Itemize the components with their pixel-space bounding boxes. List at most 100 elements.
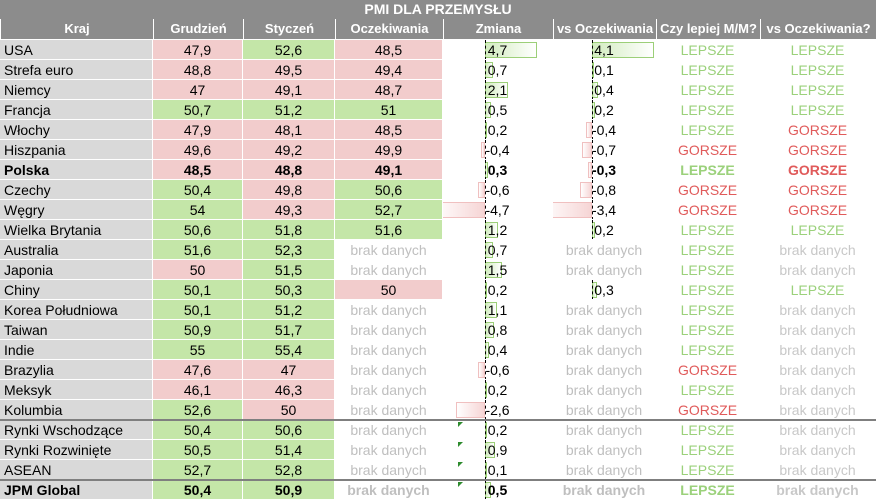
- vs-expectation-cell-axis: [592, 160, 593, 179]
- january-value: 51,4: [243, 440, 335, 460]
- vs-expectation-verdict: GORSZE: [760, 180, 876, 200]
- change-cell: 0,2: [443, 120, 553, 140]
- vs-expectation-cell-value: brak danych: [565, 382, 643, 398]
- change-cell-axis: [485, 460, 486, 479]
- vs-expectation-cell-axis: [592, 100, 593, 119]
- change-cell-axis: [485, 200, 486, 219]
- change-cell-axis: [485, 400, 486, 419]
- vs-expectation-cell: brak danych: [553, 260, 656, 280]
- change-cell-value: -4,7: [485, 202, 510, 218]
- mm-verdict: LEPSZE: [656, 420, 760, 440]
- vs-expectation-cell: 4,1: [553, 40, 656, 60]
- vs-expectation-cell-value: 0,2: [594, 222, 614, 238]
- change-cell: 0,9: [443, 440, 553, 460]
- mm-verdict: LEPSZE: [656, 340, 760, 360]
- expectation-value: brak danych: [335, 360, 443, 380]
- vs-expectation-cell-value: brak danych: [565, 342, 643, 358]
- vs-expectation-cell-value: -0,4: [591, 122, 617, 138]
- mm-verdict: LEPSZE: [656, 40, 760, 60]
- expectation-value: brak danych: [335, 440, 443, 460]
- change-cell-bar: [478, 182, 485, 198]
- vs-expectation-verdict: brak danych: [760, 400, 876, 420]
- change-cell-axis: [485, 440, 486, 459]
- december-value: 50,1: [153, 280, 243, 300]
- january-value: 50: [243, 400, 335, 420]
- january-value: 50,9: [243, 480, 335, 500]
- mm-verdict: LEPSZE: [656, 480, 760, 500]
- december-value: 49,6: [153, 140, 243, 160]
- country-name: JPM Global: [0, 480, 153, 500]
- vs-expectation-cell: brak danych: [553, 480, 656, 500]
- country-name: Hiszpania: [0, 140, 153, 160]
- change-cell: 1,5: [443, 260, 553, 280]
- december-value: 50: [153, 260, 243, 280]
- vs-expectation-cell: 0,4: [553, 80, 656, 100]
- header-0: Kraj: [0, 19, 153, 39]
- january-value: 49,3: [243, 200, 335, 220]
- change-cell-value: 0,4: [487, 342, 508, 358]
- expectation-value: 51: [335, 100, 443, 120]
- vs-expectation-cell-value: brak danych: [565, 302, 643, 318]
- january-value: 48,8: [243, 160, 335, 180]
- december-value: 51,6: [153, 240, 243, 260]
- vs-expectation-cell: -0,3: [553, 160, 656, 180]
- vs-expectation-verdict: brak danych: [760, 240, 876, 260]
- table-row: Niemcy 47 49,1 48,7 2,1 0,4 LEPSZE LEPSZE: [0, 80, 876, 100]
- change-cell-value: 0,5: [487, 482, 508, 498]
- january-value: 49,1: [243, 80, 335, 100]
- vs-expectation-verdict: brak danych: [760, 360, 876, 380]
- mm-verdict: GORSZE: [656, 360, 760, 380]
- mm-verdict: GORSZE: [656, 200, 760, 220]
- table-row: Japonia 50 51,5 brak danych 1,5 brak danych LE…: [0, 260, 876, 280]
- december-value: 50,4: [153, 180, 243, 200]
- mm-verdict: LEPSZE: [656, 440, 760, 460]
- change-cell-axis: [485, 480, 486, 499]
- vs-expectation-cell-axis: [592, 120, 593, 139]
- change-cell-value: -0,4: [485, 142, 510, 158]
- table-row: Węgry 54 49,3 52,7 -4,7 -3,4 GORSZE GORSZE: [0, 200, 876, 220]
- mm-verdict: LEPSZE: [656, 260, 760, 280]
- vs-expectation-cell: -0,8: [553, 180, 656, 200]
- vs-expectation-cell: brak danych: [553, 300, 656, 320]
- vs-expectation-cell: 0,2: [553, 100, 656, 120]
- change-cell: 0,7: [443, 240, 553, 260]
- header-1: Grudzień: [153, 19, 243, 39]
- december-value: 50,6: [153, 220, 243, 240]
- change-cell-value: 0,3: [487, 162, 508, 178]
- january-value: 55,4: [243, 340, 335, 360]
- vs-expectation-cell-value: brak danych: [562, 482, 646, 498]
- mm-verdict: LEPSZE: [656, 240, 760, 260]
- expectation-value: 48,5: [335, 120, 443, 140]
- change-cell: 0,4: [443, 340, 553, 360]
- december-value: 48,5: [153, 160, 243, 180]
- change-cell: 0,8: [443, 320, 553, 340]
- vs-expectation-cell-axis: [592, 180, 593, 199]
- vs-expectation-verdict: GORSZE: [760, 200, 876, 220]
- change-cell: -0,6: [443, 360, 553, 380]
- december-value: 50,1: [153, 300, 243, 320]
- december-value: 47: [153, 80, 243, 100]
- change-cell-bar: [443, 202, 485, 218]
- january-value: 51,8: [243, 220, 335, 240]
- mm-verdict: LEPSZE: [656, 80, 760, 100]
- change-cell-axis: [485, 80, 486, 99]
- change-cell-axis: [485, 340, 486, 359]
- change-cell-value: 0,7: [487, 62, 508, 78]
- change-cell-value: 0,2: [487, 382, 508, 398]
- vs-expectation-cell: brak danych: [553, 360, 656, 380]
- change-cell-axis: [485, 360, 486, 379]
- expectation-value: brak danych: [335, 320, 443, 340]
- change-cell-axis: [485, 40, 486, 59]
- country-name: Francja: [0, 100, 153, 120]
- table-title: PMI DLA PRZEMYSŁU: [0, 0, 876, 19]
- change-cell: 0,7: [443, 60, 553, 80]
- table-row: Brazylia 47,6 47 brak danych -0,6 brak danych…: [0, 360, 876, 380]
- vs-expectation-cell-value: -3,4: [591, 202, 617, 218]
- vs-expectation-verdict: brak danych: [760, 380, 876, 400]
- header-2: Styczeń: [243, 19, 335, 39]
- january-value: 50,6: [243, 420, 335, 440]
- change-cell-axis: [485, 280, 486, 299]
- table-row: Rynki Wschodzące 50,4 50,6 brak danych 0,2 br…: [0, 420, 876, 440]
- mm-verdict: GORSZE: [656, 180, 760, 200]
